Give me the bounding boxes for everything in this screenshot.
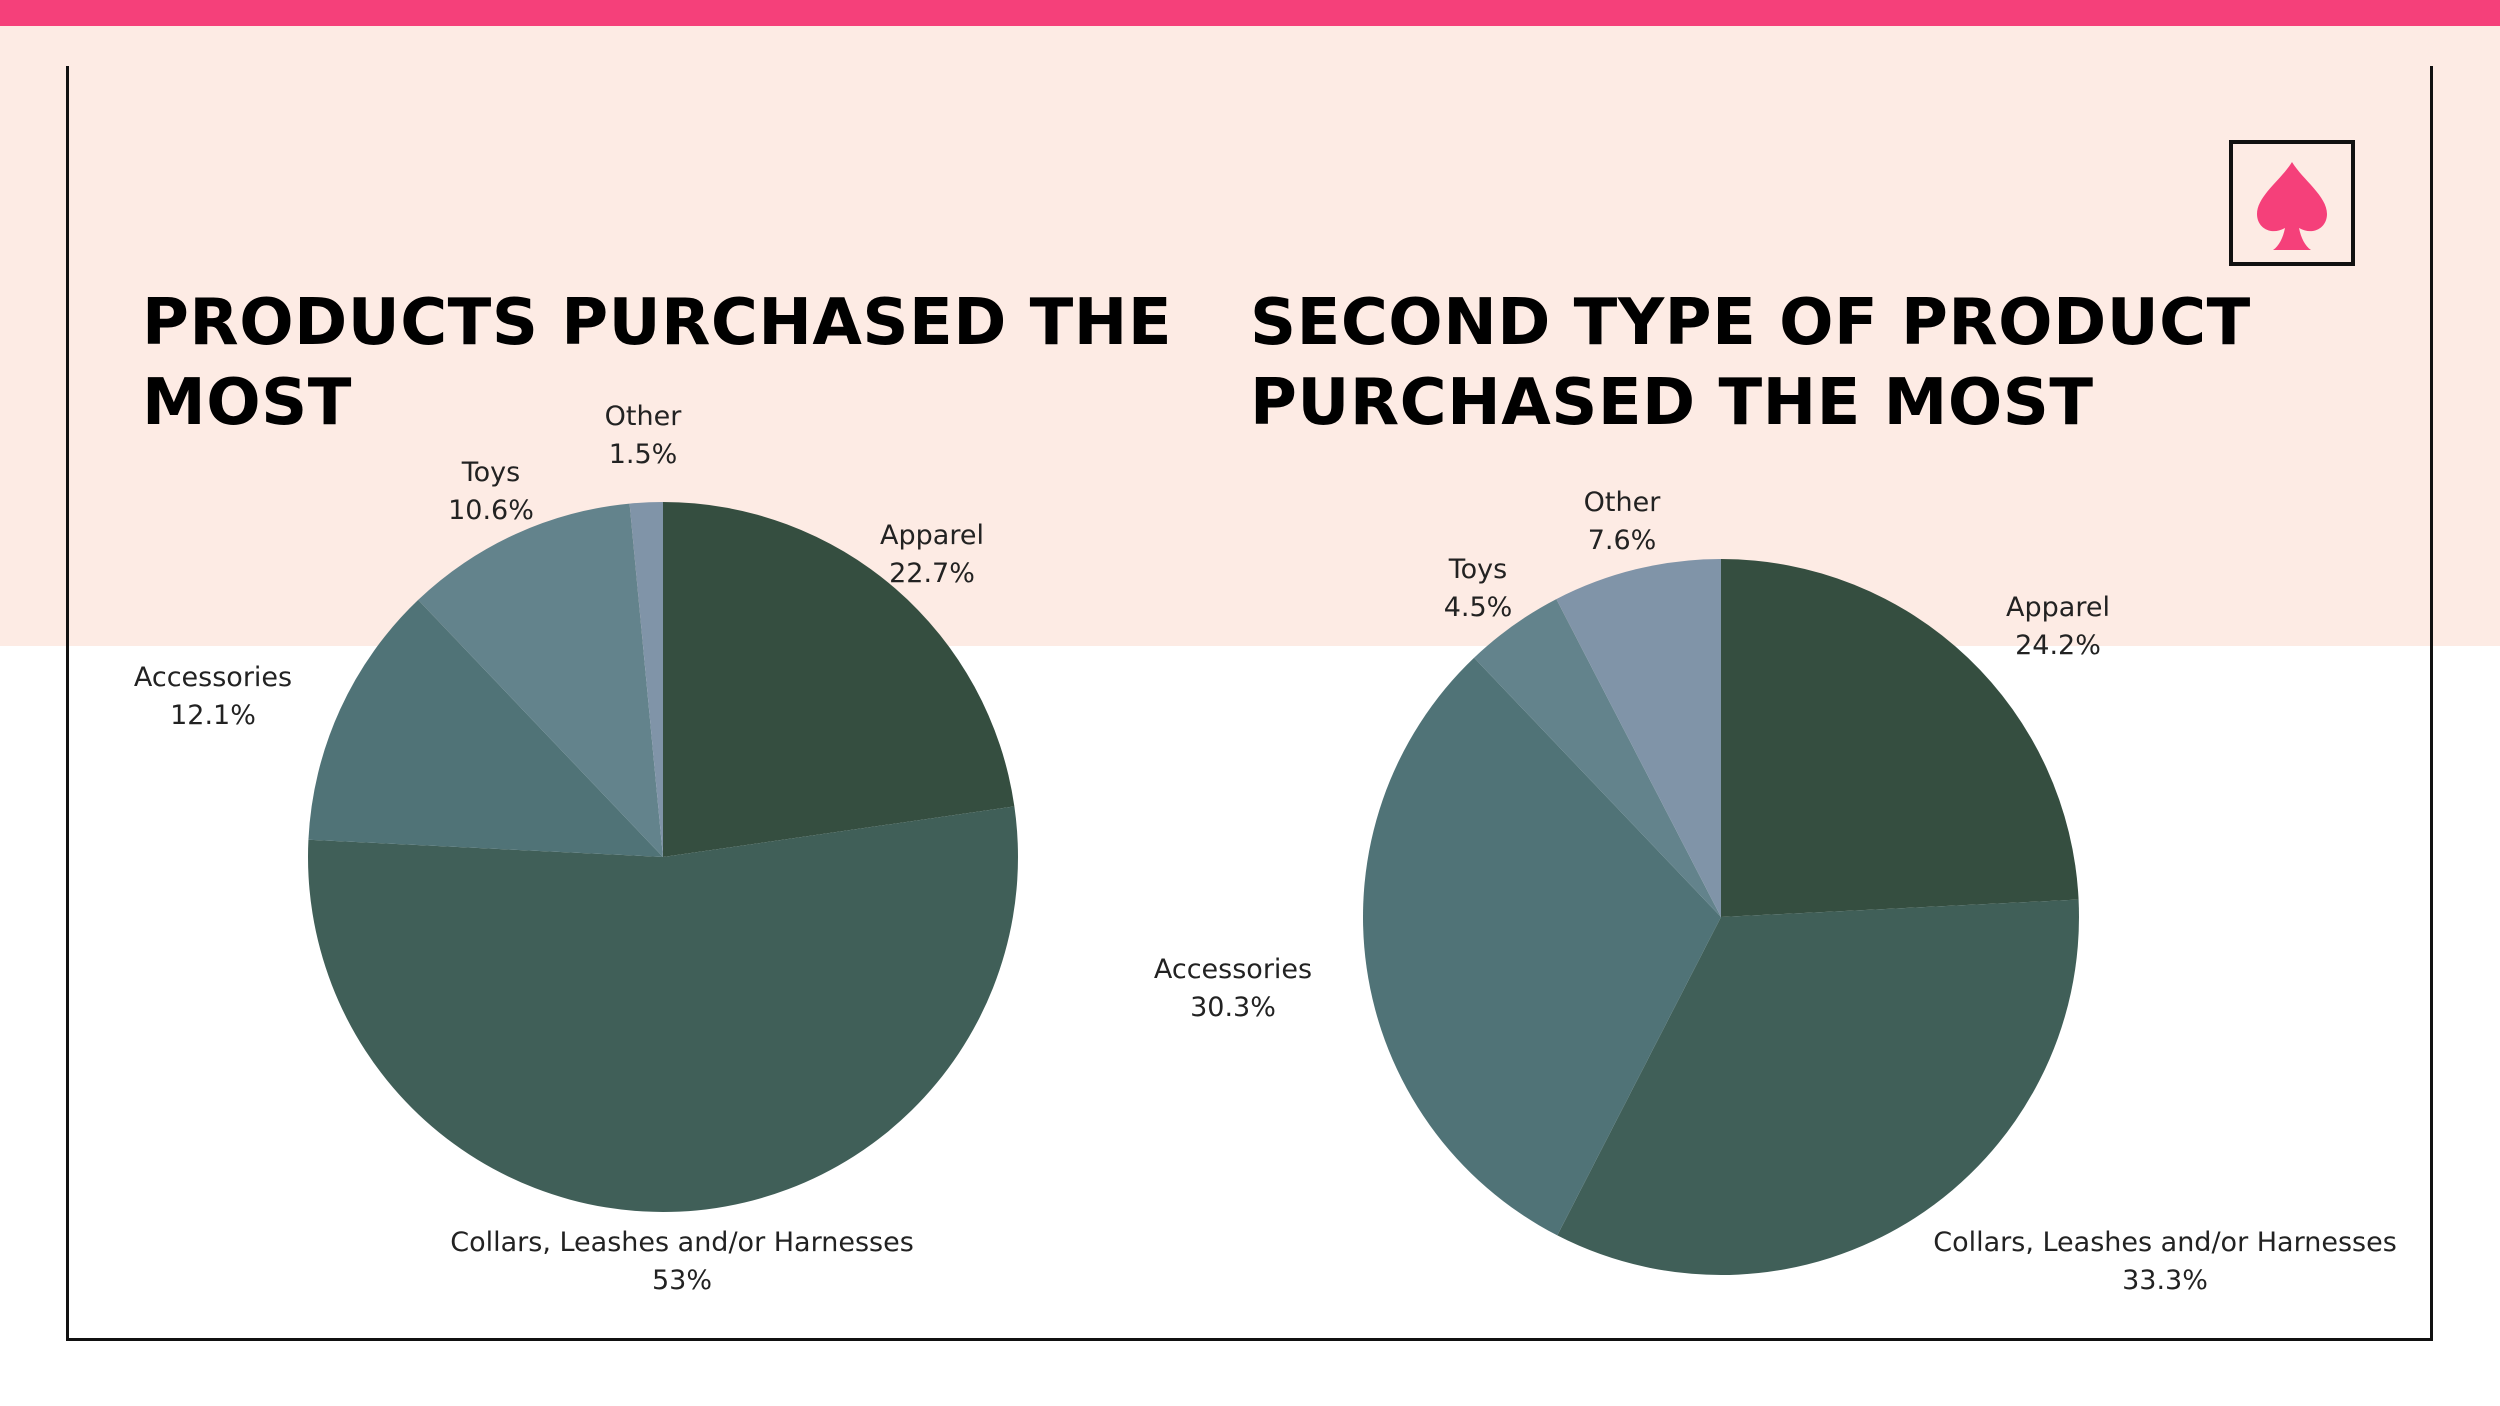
chart1-slice-toys	[418, 503, 663, 857]
header-background	[0, 26, 2500, 646]
chart2-label-accessories: Accessories 30.3%	[1154, 954, 1312, 1023]
chart2-slice-accessories	[1362, 657, 1721, 1236]
top-accent-bar	[0, 0, 2500, 26]
chart1-label-other: Other 1.5%	[605, 401, 683, 470]
chart2-slice-collars-leashes-and-or-harnesses	[1557, 899, 2079, 1275]
chart2-title-line1: SECOND TYPE OF PRODUCT	[1250, 286, 2251, 360]
chart2-label-collars-leashes-and-or-harnesses: Collars, Leashes and/or Harnesses 33.3%	[1933, 1227, 2397, 1296]
chart2-label-other: Other 7.6%	[1584, 487, 1662, 556]
chart1-title: PRODUCTS PURCHASED THE MOST	[142, 283, 1242, 443]
chart1-slice-accessories	[308, 599, 663, 857]
chart1-slice-apparel	[663, 502, 1015, 857]
chart1-slice-other	[629, 502, 663, 857]
frame-border-left	[66, 66, 69, 1340]
frame-border-right	[2430, 66, 2433, 1340]
chart2-slice-other	[1556, 559, 1721, 917]
logo-box	[2229, 140, 2355, 266]
chart2-title: SECOND TYPE OF PRODUCT PURCHASED THE MOST	[1250, 283, 2350, 443]
chart2-label-toys: Toys 4.5%	[1444, 554, 1513, 623]
chart1-label-collars-leashes-and-or-harnesses: Collars, Leashes and/or Harnesses 53%	[450, 1227, 914, 1296]
chart1-label-accessories: Accessories 12.1%	[134, 662, 292, 731]
spade-icon	[2257, 162, 2327, 250]
chart1-title-line1: PRODUCTS PURCHASED THE	[142, 286, 1173, 360]
chart1-label-toys: Toys 10.6%	[448, 457, 534, 526]
chart1-title-line2: MOST	[142, 366, 352, 440]
chart1-slice-collars-leashes-and-or-harnesses	[308, 806, 1018, 1213]
frame-border-bottom	[66, 1338, 2433, 1341]
chart2-title-line2: PURCHASED THE MOST	[1250, 366, 2094, 440]
chart2-slice-apparel	[1721, 559, 2079, 917]
chart2-label-apparel: Apparel 24.2%	[2006, 592, 2110, 661]
chart1-label-apparel: Apparel 22.7%	[880, 520, 984, 589]
chart2-slice-toys	[1474, 599, 1721, 917]
